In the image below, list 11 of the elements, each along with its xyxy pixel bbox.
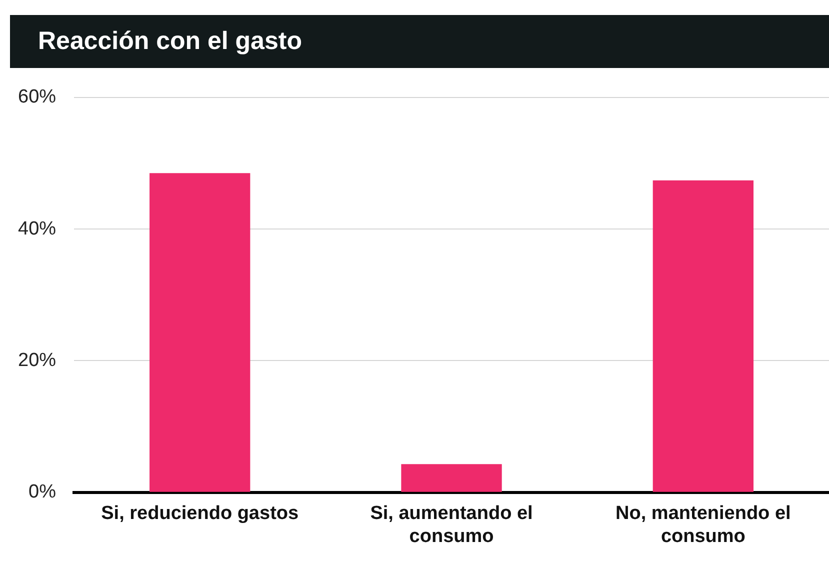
bar	[652, 180, 754, 492]
y-tick-label: 0%	[28, 482, 56, 503]
bar	[150, 173, 250, 492]
y-tick-label: 20%	[18, 350, 56, 371]
y-tick-label: 60%	[18, 86, 56, 108]
chart-title: Reacción con el gasto	[10, 15, 829, 68]
x-tick-label: No, manteniendo el consumo	[616, 503, 791, 547]
y-tick-label: 40%	[18, 218, 56, 240]
bar	[401, 464, 502, 492]
x-tick-label: Si, reduciendo gastos	[101, 503, 299, 524]
x-tick-label: Si, aumentando el consumo	[370, 503, 533, 547]
